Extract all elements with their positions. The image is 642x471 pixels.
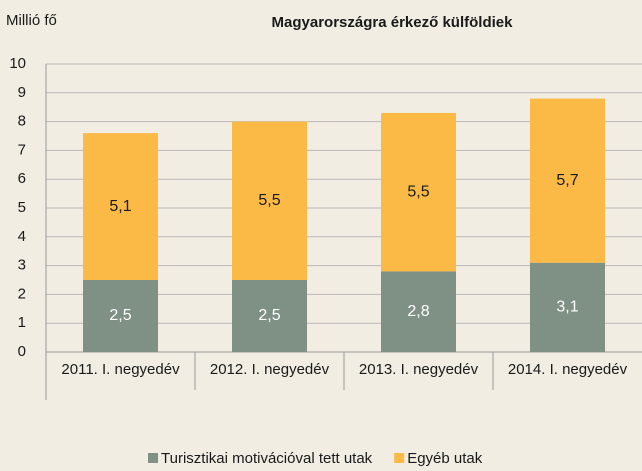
y-tick-label: 3: [18, 257, 26, 274]
y-tick-label: 5: [18, 199, 26, 216]
x-tick-label: 2014. I. negyedév: [508, 361, 628, 378]
data-label: 2,5: [258, 307, 280, 324]
x-tick-label: 2012. I. negyedév: [210, 361, 330, 378]
y-tick-label: 0: [18, 343, 26, 360]
data-label: 2,8: [407, 303, 429, 320]
bar-segment: [83, 280, 158, 352]
x-tick-label: 2013. I. negyedév: [359, 361, 479, 378]
y-axis-label: Millió fő: [6, 12, 57, 29]
bar-segment: [232, 280, 307, 352]
data-label: 5,7: [556, 172, 578, 189]
chart-title: Magyarországra érkező külföldiek: [272, 14, 514, 31]
legend-swatch: [394, 453, 405, 463]
bar-segment: [232, 121, 307, 280]
y-tick-label: 9: [18, 84, 26, 101]
y-tick-label: 10: [9, 55, 26, 72]
data-label: 3,1: [556, 299, 578, 316]
y-tick-label: 8: [18, 113, 26, 130]
bar-segment: [530, 98, 605, 263]
x-tick-label: 2011. I. negyedév: [61, 361, 180, 378]
data-label: 2,5: [109, 307, 131, 324]
y-tick-label: 4: [18, 228, 26, 245]
bar-segment: [83, 133, 158, 280]
bar-segment: [381, 112, 456, 272]
y-tick-label: 1: [18, 314, 26, 331]
data-label: 5,1: [109, 198, 131, 215]
legend-swatch: [148, 453, 158, 463]
bar-segment: [530, 262, 605, 352]
bar-segment: [381, 271, 456, 352]
y-tick-label: 7: [18, 141, 26, 158]
data-label: 5,5: [407, 183, 429, 200]
y-tick-label: 6: [18, 170, 26, 187]
y-tick-label: 2: [18, 285, 26, 302]
legend-label: Turisztikai motivációval tett utak: [161, 450, 373, 467]
data-label: 5,5: [258, 192, 280, 209]
legend-label: Egyéb utak: [407, 450, 483, 467]
